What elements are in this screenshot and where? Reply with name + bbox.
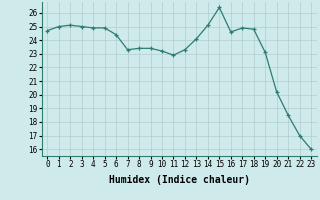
X-axis label: Humidex (Indice chaleur): Humidex (Indice chaleur) <box>109 175 250 185</box>
